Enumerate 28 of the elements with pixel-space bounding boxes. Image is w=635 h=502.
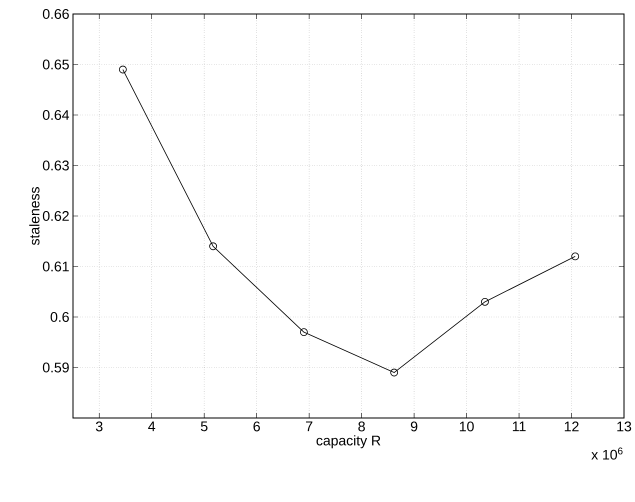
y-axis-title: staleness	[29, 187, 40, 246]
x-tick-label: 10	[460, 422, 474, 432]
point	[209, 242, 218, 250]
x-tick-label: 9	[410, 422, 418, 432]
y-tick-label: 0.65	[42, 60, 69, 70]
x-tick-label: 6	[253, 422, 260, 432]
y-tick-label: 0.66	[42, 9, 69, 19]
point	[300, 328, 308, 336]
x-tick-label: 8	[358, 422, 365, 432]
point	[571, 252, 580, 260]
point	[481, 298, 489, 306]
x-tick-label: 13	[617, 422, 632, 432]
y-tick-label: 0.61	[42, 262, 69, 272]
point	[390, 368, 398, 376]
x-tick-label: 7	[306, 422, 312, 432]
x-tick-label: 11	[512, 422, 526, 432]
y-tick-label: 0.63	[42, 160, 69, 170]
x-tick-label: 12	[564, 422, 579, 432]
y-tick-label: 0.64	[42, 110, 70, 120]
x-tick-label: 4	[148, 422, 156, 432]
text: x 10$^{6}$	[591, 448, 623, 460]
point	[118, 66, 127, 74]
y-tick-label: 0.6	[50, 312, 69, 322]
x-axis-title: capacity R	[316, 435, 380, 448]
x-tick-label: 5	[200, 422, 208, 432]
y-tick-label: 0.59	[42, 362, 69, 372]
y-tick-label: 0.62	[42, 211, 69, 221]
x-tick-label: 3	[96, 422, 102, 432]
